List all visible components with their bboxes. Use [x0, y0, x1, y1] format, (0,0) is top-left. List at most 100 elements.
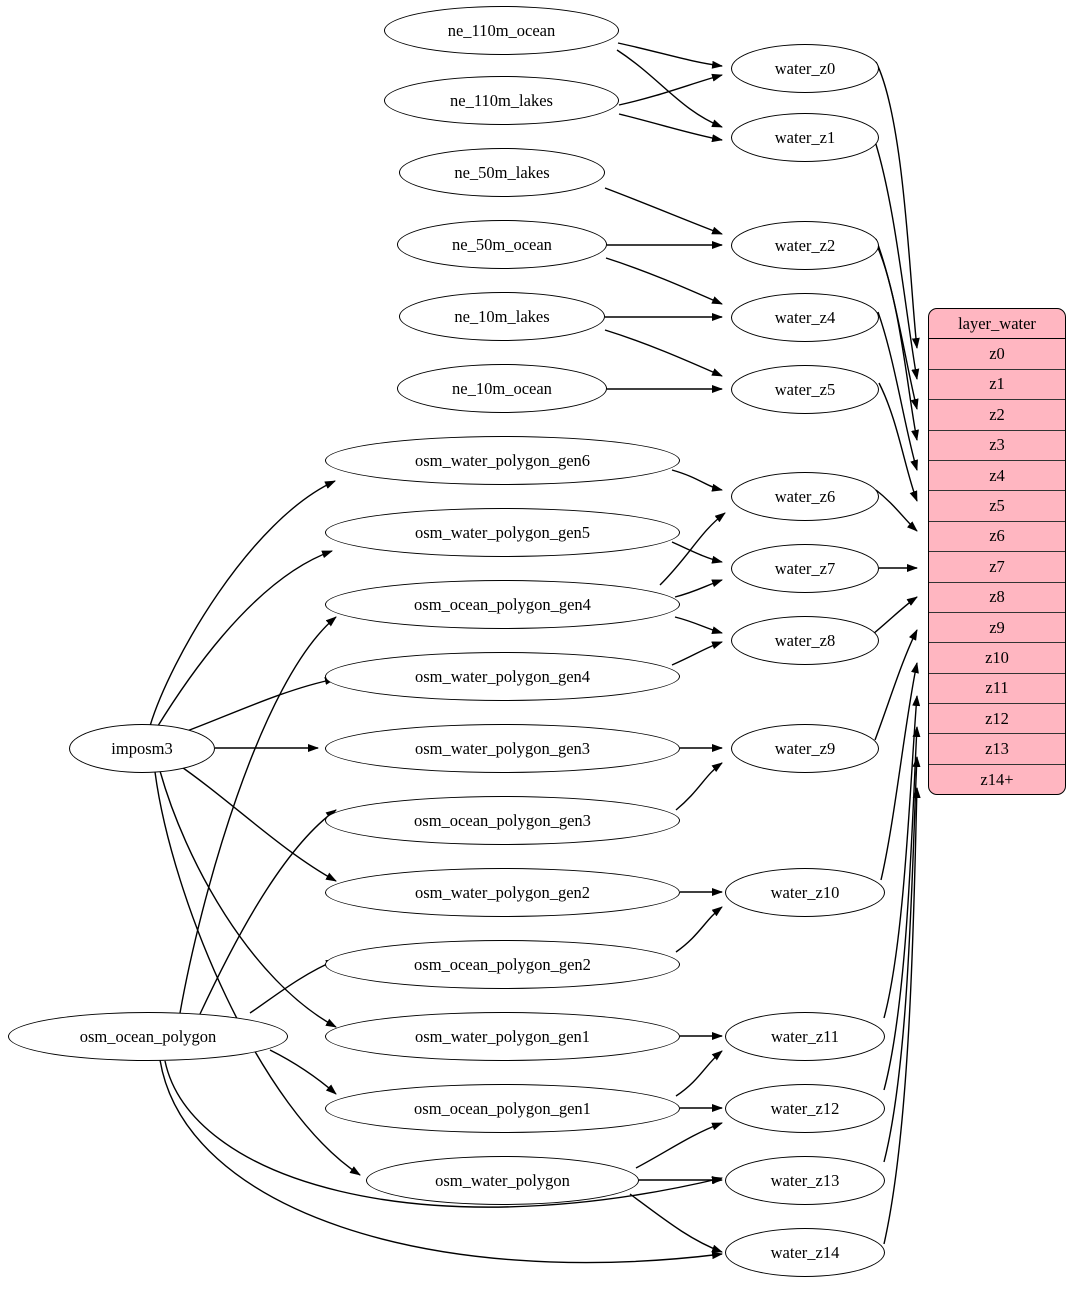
node-osm-water-polygon-gen6[interactable]: osm_water_polygon_gen6 [325, 436, 680, 485]
table-cell-z0: z0 [989, 344, 1005, 364]
node-water-z0[interactable]: water_z0 [731, 44, 879, 93]
table-cell-z8: z8 [989, 587, 1005, 607]
table-row[interactable]: z3 [929, 431, 1065, 461]
table-row[interactable]: z6 [929, 522, 1065, 553]
node-ne-10m-lakes[interactable]: ne_10m_lakes [399, 292, 605, 341]
node-ne-10m-ocean[interactable]: ne_10m_ocean [397, 364, 607, 413]
table-row[interactable]: z0 [929, 339, 1065, 370]
table-row[interactable]: z13 [929, 734, 1065, 765]
node-label: osm_ocean_polygon_gen3 [414, 810, 591, 830]
node-label: osm_ocean_polygon [79, 1026, 217, 1046]
node-osm-water-polygon-gen2[interactable]: osm_water_polygon_gen2 [325, 868, 680, 917]
node-water-z6[interactable]: water_z6 [731, 472, 879, 521]
node-water-z4[interactable]: water_z4 [731, 293, 879, 342]
node-label: osm_ocean_polygon_gen1 [414, 1098, 591, 1118]
node-label: water_z13 [770, 1170, 840, 1190]
node-ne-110m-lakes[interactable]: ne_110m_lakes [384, 76, 619, 125]
node-label: osm_water_polygon [435, 1170, 570, 1190]
node-label: osm_ocean_polygon_gen2 [414, 954, 591, 974]
node-label: water_z5 [774, 379, 836, 399]
node-water-z5[interactable]: water_z5 [731, 365, 879, 414]
node-label: water_z12 [770, 1098, 840, 1118]
table-row[interactable]: z4 [929, 461, 1065, 492]
node-label: ne_50m_ocean [452, 234, 552, 254]
table-cell-z5: z5 [989, 496, 1005, 516]
node-label: water_z7 [774, 558, 836, 578]
table-row[interactable]: z8 [929, 583, 1065, 613]
node-osm-water-polygon-gen3[interactable]: osm_water_polygon_gen3 [325, 724, 680, 773]
node-ne-110m-ocean[interactable]: ne_110m_ocean [384, 6, 619, 55]
node-label: ne_10m_ocean [452, 378, 552, 398]
node-label: water_z0 [774, 58, 836, 78]
table-cell-z2: z2 [989, 404, 1005, 424]
table-cell-z13: z13 [985, 739, 1009, 759]
node-label: ne_10m_lakes [454, 306, 550, 326]
table-row[interactable]: z2 [929, 400, 1065, 431]
node-osm-ocean-polygon-gen2[interactable]: osm_ocean_polygon_gen2 [325, 940, 680, 989]
node-water-z10[interactable]: water_z10 [725, 868, 885, 917]
node-label: water_z11 [770, 1026, 840, 1046]
node-label: water_z2 [774, 235, 836, 255]
table-cell-z10: z10 [985, 647, 1009, 667]
node-osm-water-polygon-gen1[interactable]: osm_water_polygon_gen1 [325, 1012, 680, 1061]
table-cell-z3: z3 [989, 435, 1005, 455]
node-ne-50m-lakes[interactable]: ne_50m_lakes [399, 148, 605, 197]
node-label: osm_water_polygon_gen4 [414, 666, 591, 686]
node-water-z11[interactable]: water_z11 [725, 1012, 885, 1061]
table-row[interactable]: z14+ [929, 765, 1065, 794]
table-cell-z14: z14+ [980, 770, 1014, 790]
node-water-z12[interactable]: water_z12 [725, 1084, 885, 1133]
table-cell-z7: z7 [989, 556, 1005, 576]
node-label: osm_water_polygon_gen6 [414, 450, 591, 470]
node-osm-ocean-polygon-gen4[interactable]: osm_ocean_polygon_gen4 [325, 580, 680, 629]
node-osm-ocean-polygon[interactable]: osm_ocean_polygon [8, 1012, 288, 1061]
table-cell-z6: z6 [989, 526, 1005, 546]
table-row[interactable]: z12 [929, 704, 1065, 735]
node-label: water_z10 [770, 882, 840, 902]
node-water-z8[interactable]: water_z8 [731, 616, 879, 665]
node-water-z13[interactable]: water_z13 [725, 1156, 885, 1205]
node-water-z2[interactable]: water_z2 [731, 221, 879, 270]
node-ne-50m-ocean[interactable]: ne_50m_ocean [397, 220, 607, 269]
node-label: water_z8 [774, 630, 836, 650]
layer-water-table[interactable]: layer_water z0 z1 z2 z3 z4 z5 z6 z7 z8 z… [928, 308, 1066, 795]
node-osm-water-polygon[interactable]: osm_water_polygon [366, 1156, 639, 1205]
node-water-z7[interactable]: water_z7 [731, 544, 879, 593]
node-osm-water-polygon-gen5[interactable]: osm_water_polygon_gen5 [325, 508, 680, 557]
node-label: water_z4 [774, 307, 836, 327]
node-imposm3[interactable]: imposm3 [69, 724, 215, 773]
node-label: water_z9 [774, 738, 836, 758]
table-row[interactable]: z11 [929, 674, 1065, 705]
node-water-z14[interactable]: water_z14 [725, 1228, 885, 1277]
node-osm-ocean-polygon-gen1[interactable]: osm_ocean_polygon_gen1 [325, 1084, 680, 1133]
table-header: layer_water [929, 309, 1065, 340]
table-row[interactable]: z9 [929, 613, 1065, 644]
node-label: osm_water_polygon_gen1 [414, 1026, 591, 1046]
table-cell-z11: z11 [985, 678, 1009, 698]
node-label: osm_water_polygon_gen2 [414, 882, 591, 902]
node-label: osm_water_polygon_gen3 [414, 738, 591, 758]
node-label: osm_ocean_polygon_gen4 [414, 594, 591, 614]
node-water-z1[interactable]: water_z1 [731, 113, 879, 162]
node-osm-ocean-polygon-gen3[interactable]: osm_ocean_polygon_gen3 [325, 796, 680, 845]
node-label: ne_110m_ocean [447, 20, 556, 40]
node-label: imposm3 [111, 738, 173, 758]
table-cell-z1: z1 [989, 374, 1005, 394]
node-label: ne_50m_lakes [454, 162, 550, 182]
table-row[interactable]: z7 [929, 552, 1065, 583]
node-label: osm_water_polygon_gen5 [414, 522, 591, 542]
table-cell-z4: z4 [989, 465, 1005, 485]
node-label: water_z1 [774, 127, 836, 147]
table-header-label: layer_water [958, 313, 1036, 333]
table-cell-z12: z12 [985, 708, 1009, 728]
table-row[interactable]: z5 [929, 491, 1065, 522]
table-row[interactable]: z1 [929, 370, 1065, 401]
node-label: ne_110m_lakes [450, 90, 553, 110]
node-osm-water-polygon-gen4[interactable]: osm_water_polygon_gen4 [325, 652, 680, 701]
table-cell-z9: z9 [989, 617, 1005, 637]
node-label: water_z14 [770, 1242, 840, 1262]
node-water-z9[interactable]: water_z9 [731, 724, 879, 773]
table-row[interactable]: z10 [929, 643, 1065, 674]
node-label: water_z6 [774, 486, 836, 506]
